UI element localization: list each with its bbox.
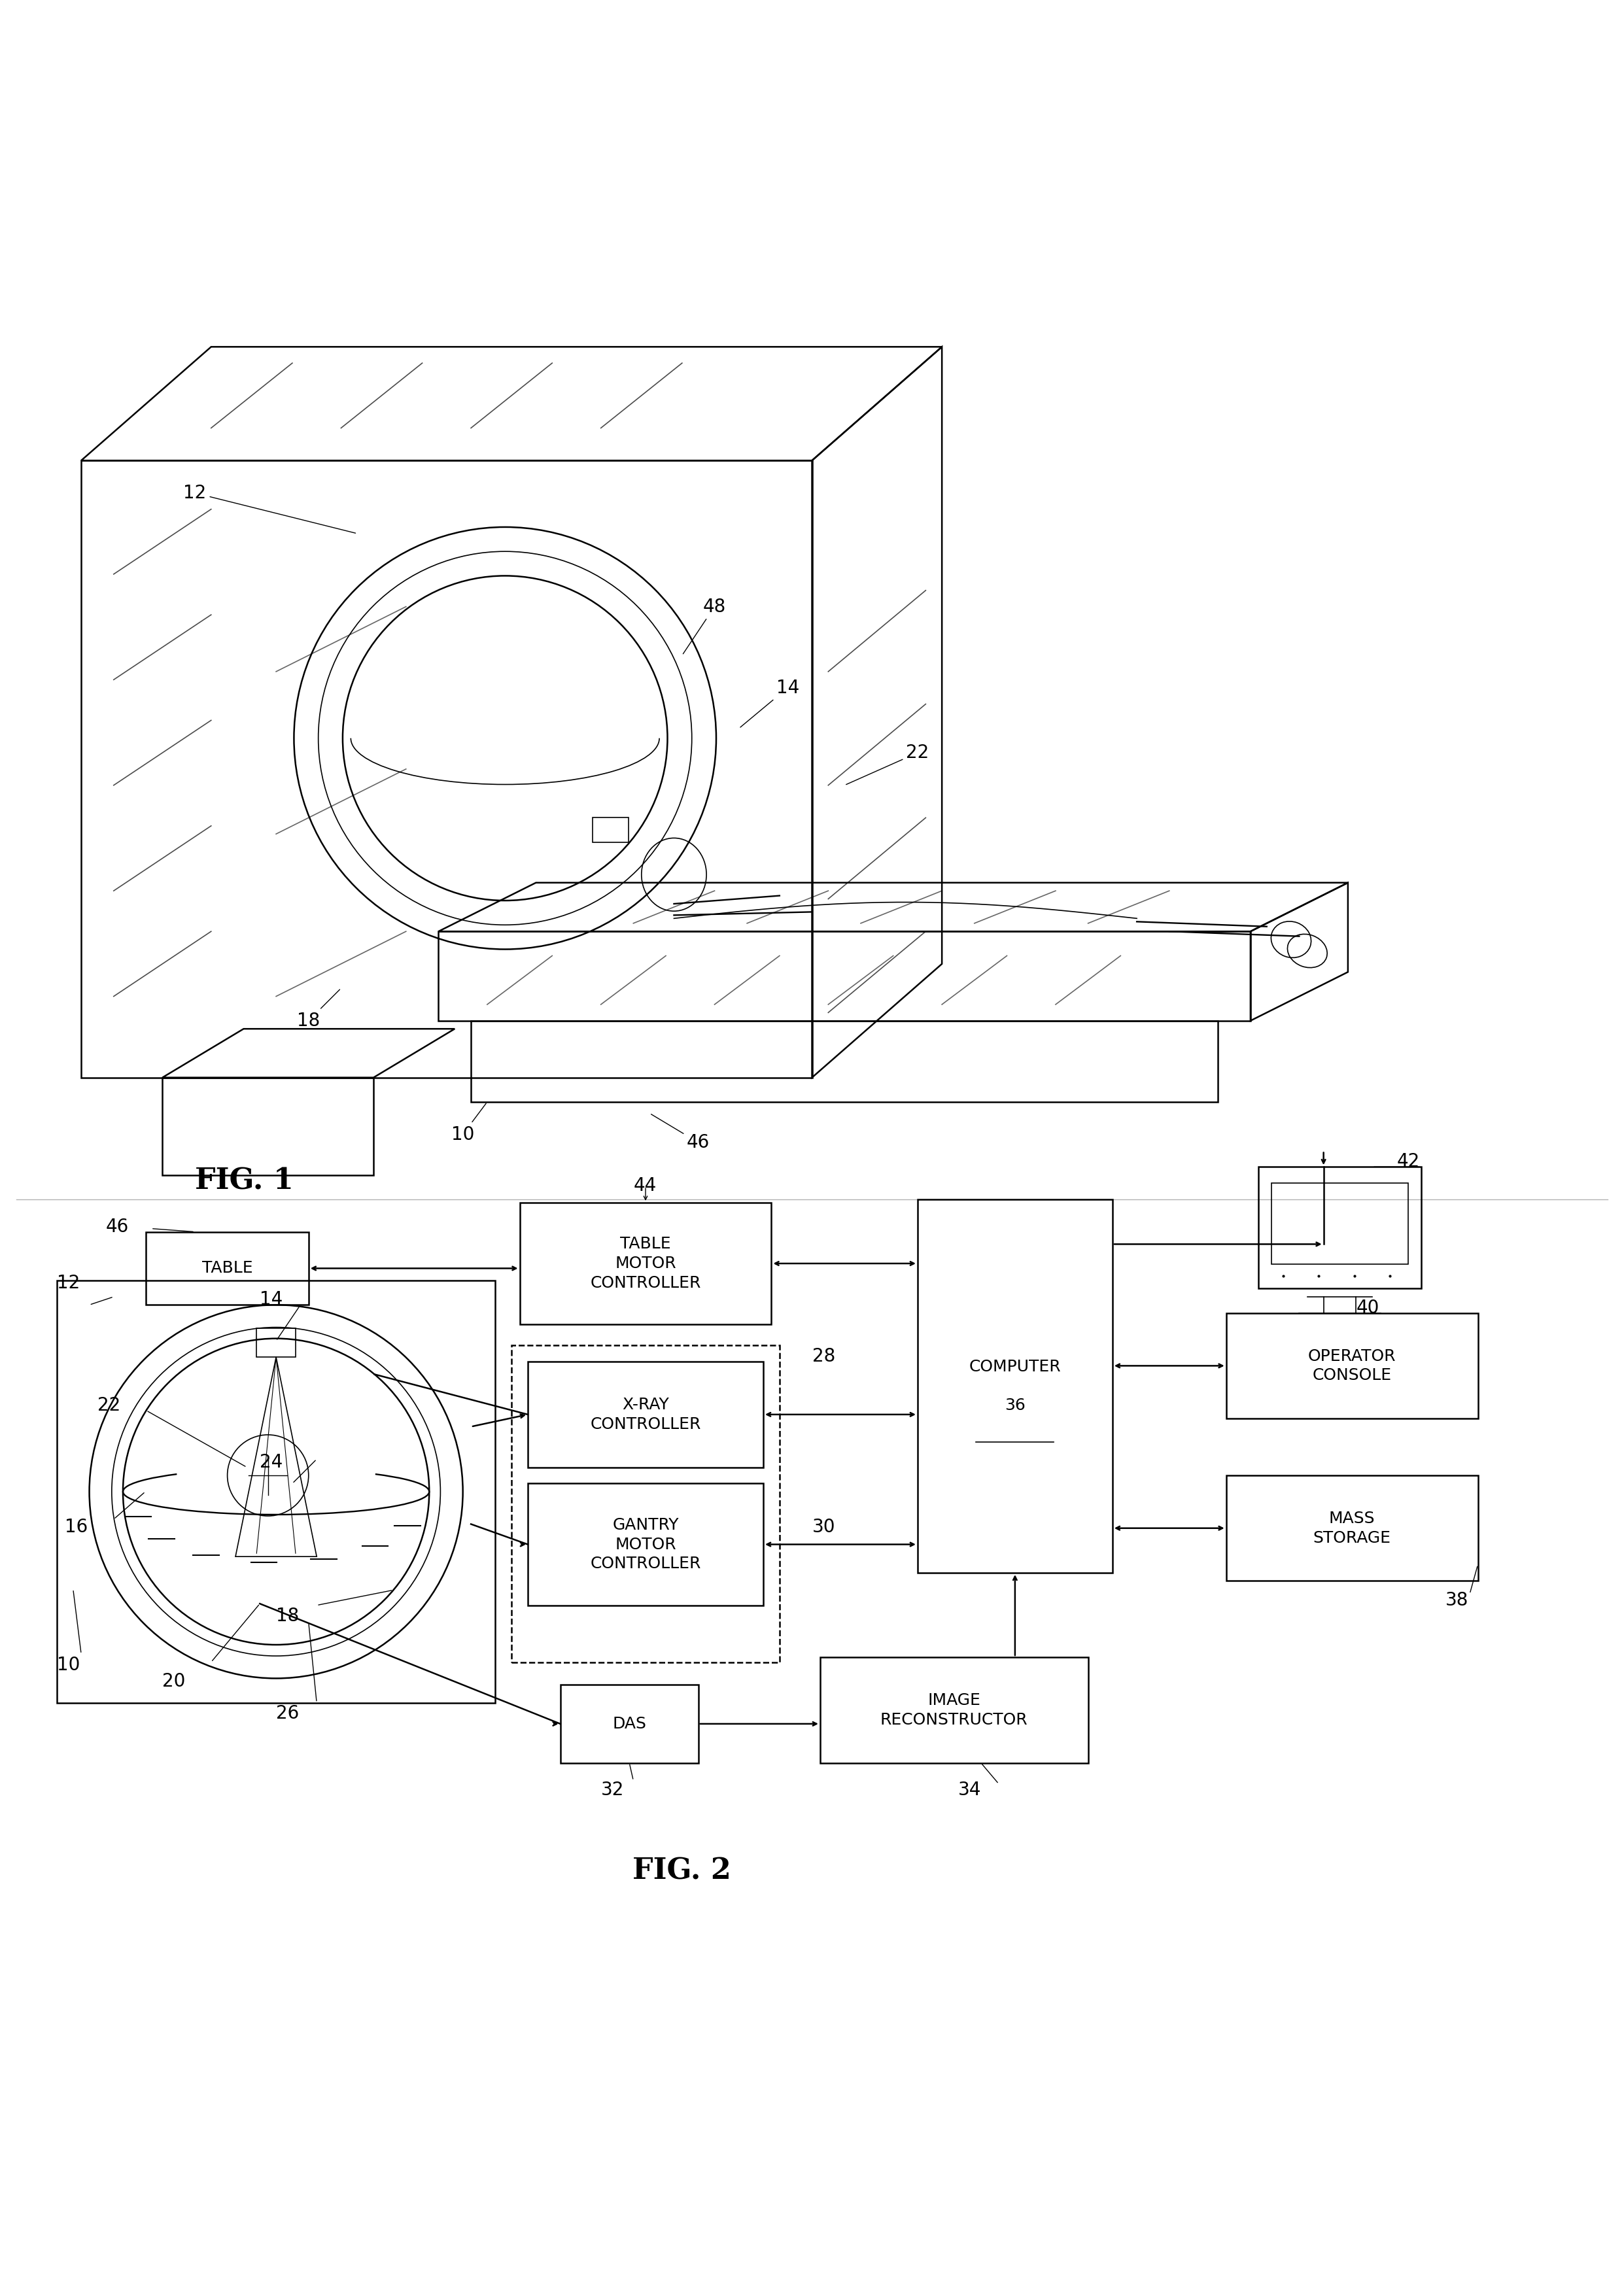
Bar xyxy=(81,462,812,1079)
Text: 12: 12 xyxy=(184,484,356,532)
Bar xyxy=(593,818,628,843)
Bar xyxy=(1259,1168,1421,1289)
Bar xyxy=(1226,1476,1478,1581)
Text: 22: 22 xyxy=(846,743,929,784)
Text: 20: 20 xyxy=(162,1673,185,1691)
Text: 18: 18 xyxy=(276,1606,299,1625)
Text: 38: 38 xyxy=(1445,1590,1468,1609)
Bar xyxy=(438,932,1250,1021)
Text: 22: 22 xyxy=(97,1396,120,1414)
Text: 30: 30 xyxy=(812,1517,835,1536)
Bar xyxy=(528,1483,763,1606)
Text: 46: 46 xyxy=(651,1115,710,1152)
Bar xyxy=(1226,1314,1478,1419)
Text: 48: 48 xyxy=(684,596,726,654)
Text: 44: 44 xyxy=(633,1177,656,1195)
Text: 34: 34 xyxy=(958,1780,981,1798)
Text: X-RAY
CONTROLLER: X-RAY CONTROLLER xyxy=(590,1396,702,1433)
Text: 18: 18 xyxy=(297,989,339,1031)
Text: 26: 26 xyxy=(276,1705,299,1723)
Text: TABLE
MOTOR
CONTROLLER: TABLE MOTOR CONTROLLER xyxy=(590,1236,702,1291)
Bar xyxy=(528,1362,763,1467)
Bar xyxy=(918,1200,1112,1572)
Text: FIG. 2: FIG. 2 xyxy=(633,1858,731,1885)
Text: GANTRY
MOTOR
CONTROLLER: GANTRY MOTOR CONTROLLER xyxy=(590,1517,702,1572)
Bar xyxy=(512,1346,780,1661)
Text: 42: 42 xyxy=(1397,1152,1419,1170)
Bar xyxy=(57,1280,495,1702)
Text: DAS: DAS xyxy=(612,1716,646,1732)
Text: 46: 46 xyxy=(106,1218,128,1236)
Bar xyxy=(520,1202,771,1325)
Text: 14: 14 xyxy=(741,679,799,727)
Text: 12: 12 xyxy=(57,1275,80,1293)
Bar xyxy=(257,1328,296,1357)
Bar xyxy=(1272,1184,1408,1264)
Text: 14: 14 xyxy=(260,1291,283,1309)
Text: 28: 28 xyxy=(812,1348,835,1366)
Bar xyxy=(560,1684,698,1762)
Text: 10: 10 xyxy=(451,1104,486,1142)
Text: 24: 24 xyxy=(260,1453,283,1472)
Text: 32: 32 xyxy=(601,1780,624,1798)
Text: 16: 16 xyxy=(65,1517,88,1536)
Text: 10: 10 xyxy=(57,1657,80,1675)
Bar xyxy=(820,1657,1088,1762)
Text: OPERATOR
CONSOLE: OPERATOR CONSOLE xyxy=(1307,1348,1397,1382)
Bar xyxy=(146,1232,309,1305)
Text: MASS
STORAGE: MASS STORAGE xyxy=(1314,1510,1390,1545)
Text: TABLE: TABLE xyxy=(201,1261,253,1277)
Text: IMAGE
RECONSTRUCTOR: IMAGE RECONSTRUCTOR xyxy=(880,1693,1028,1727)
Text: 40: 40 xyxy=(1356,1298,1379,1316)
Text: COMPUTER

36: COMPUTER 36 xyxy=(970,1360,1060,1414)
Text: FIG. 1: FIG. 1 xyxy=(195,1168,294,1195)
